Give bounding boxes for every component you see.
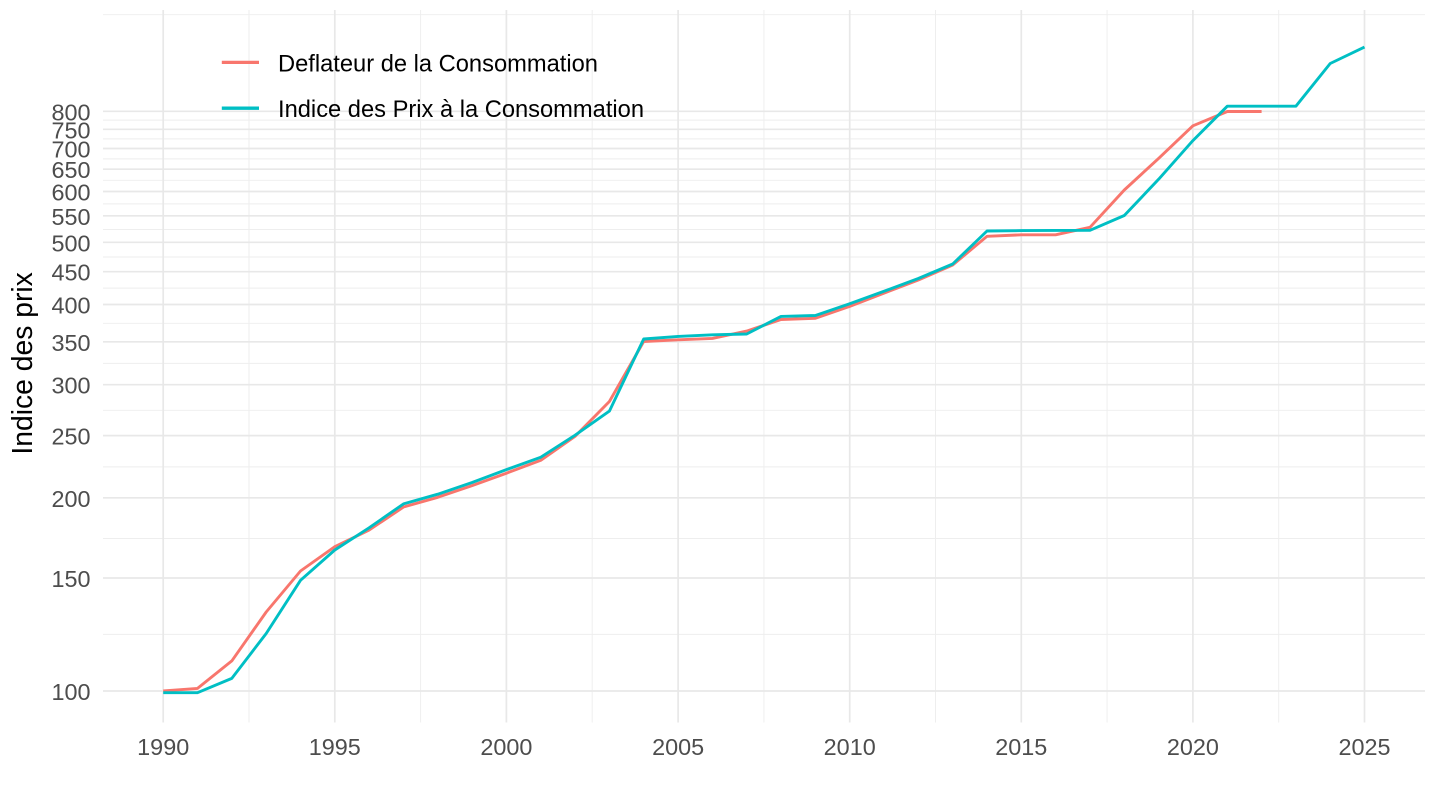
svg-text:150: 150: [51, 566, 90, 592]
svg-text:750: 750: [51, 117, 90, 143]
svg-text:2005: 2005: [652, 734, 704, 760]
svg-text:650: 650: [51, 157, 90, 183]
svg-text:200: 200: [51, 486, 90, 512]
svg-text:350: 350: [51, 330, 90, 356]
svg-text:550: 550: [51, 204, 90, 230]
svg-text:800: 800: [51, 99, 90, 125]
svg-text:Deflateur de la Consommation: Deflateur de la Consommation: [278, 52, 598, 78]
svg-text:450: 450: [51, 260, 90, 286]
svg-text:2000: 2000: [480, 734, 532, 760]
svg-text:Indice des prix: Indice des prix: [6, 272, 38, 454]
svg-text:500: 500: [51, 230, 90, 256]
svg-text:1995: 1995: [309, 734, 361, 760]
svg-text:2020: 2020: [1167, 734, 1219, 760]
svg-text:300: 300: [51, 373, 90, 399]
svg-text:250: 250: [51, 424, 90, 450]
svg-text:2015: 2015: [995, 734, 1047, 760]
svg-text:1990: 1990: [137, 734, 189, 760]
svg-text:Indice des Prix à la Consommat: Indice des Prix à la Consommation: [278, 97, 644, 123]
svg-text:100: 100: [51, 679, 90, 705]
svg-text:600: 600: [51, 180, 90, 206]
svg-text:2025: 2025: [1338, 734, 1390, 760]
svg-text:2010: 2010: [824, 734, 876, 760]
svg-text:700: 700: [51, 137, 90, 163]
svg-text:400: 400: [51, 293, 90, 319]
